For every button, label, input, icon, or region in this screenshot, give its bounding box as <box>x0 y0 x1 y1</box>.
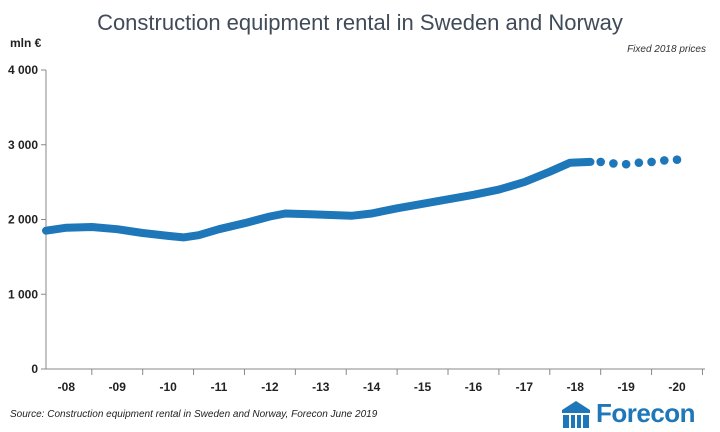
y-tick-label: 3 000 <box>8 138 38 152</box>
forecon-building-icon <box>562 400 590 428</box>
x-tick-label: -16 <box>465 380 483 394</box>
x-tick-label: -17 <box>516 380 534 394</box>
forecast-point <box>621 159 631 169</box>
source-note: Source: Construction equipment rental in… <box>10 409 378 420</box>
x-tick-label: -10 <box>159 380 177 394</box>
x-tick-label: -20 <box>668 380 686 394</box>
forecast-point <box>647 157 656 167</box>
x-tick-label: -12 <box>261 380 279 394</box>
x-tick-label: -13 <box>312 380 330 394</box>
y-tick-label: 0 <box>31 362 38 376</box>
forecast-point <box>672 155 682 164</box>
x-tick-label: -18 <box>567 380 585 394</box>
forecast-point <box>609 159 618 168</box>
forecon-logo-text: Forecon <box>596 398 696 428</box>
forecast-point <box>596 157 605 167</box>
y-tick-label: 1 000 <box>8 287 38 301</box>
forecon-logo: Forecon <box>561 398 696 429</box>
forecast-point <box>634 158 644 167</box>
y-tick-label: 4 000 <box>8 63 38 77</box>
x-tick-label: -08 <box>58 380 76 394</box>
x-tick-label: -15 <box>414 380 432 394</box>
x-tick-label: -14 <box>363 380 381 394</box>
y-axis-unit-label: mln € <box>10 36 42 50</box>
actual-series-line <box>42 157 595 242</box>
y-tick-label: 2 000 <box>8 213 38 227</box>
chart-title: Construction equipment rental in Sweden … <box>97 10 623 35</box>
forecast-point <box>659 156 669 165</box>
x-tick-label: -11 <box>211 380 228 394</box>
chart-subtitle: Fixed 2018 prices <box>627 44 706 55</box>
x-tick-label: -19 <box>617 380 635 394</box>
x-tick-label: -09 <box>109 380 127 394</box>
